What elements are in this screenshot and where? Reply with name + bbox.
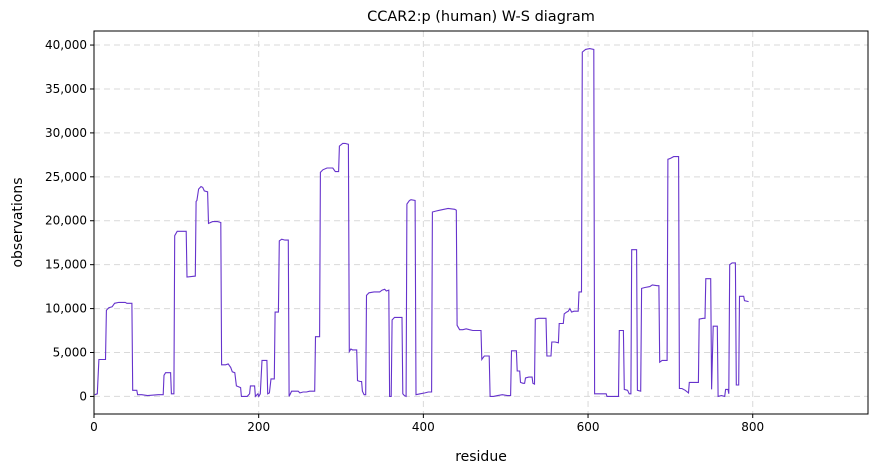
- x-tick-label: 600: [577, 420, 600, 434]
- x-tick-label: 200: [247, 420, 270, 434]
- x-tick-label: 800: [741, 420, 764, 434]
- y-tick-label: 10,000: [45, 302, 87, 316]
- chart-title: CCAR2:p (human) W-S diagram: [367, 9, 595, 25]
- y-tick-label: 5,000: [53, 346, 87, 360]
- x-tick-label: 400: [412, 420, 435, 434]
- y-tick-label: 40,000: [45, 38, 87, 52]
- y-tick-label: 25,000: [45, 170, 87, 184]
- y-tick-label: 15,000: [45, 258, 87, 272]
- y-axis-label: observations: [10, 177, 26, 267]
- y-tick-label: 20,000: [45, 214, 87, 228]
- y-tick-label: 30,000: [45, 126, 87, 140]
- y-axis: 0 5,000 10,000 15,000 20,000 25,000 30,000 35,0…: [45, 38, 94, 403]
- plot-frame: [93, 30, 869, 415]
- y-tick-label: 35,000: [45, 82, 87, 96]
- x-axis: 0 200 400 600 800: [90, 414, 764, 434]
- y-tick-label: 0: [79, 389, 87, 403]
- series-line: [94, 48, 749, 398]
- x-tick-label: 0: [90, 420, 98, 434]
- x-axis-label: residue: [455, 449, 507, 465]
